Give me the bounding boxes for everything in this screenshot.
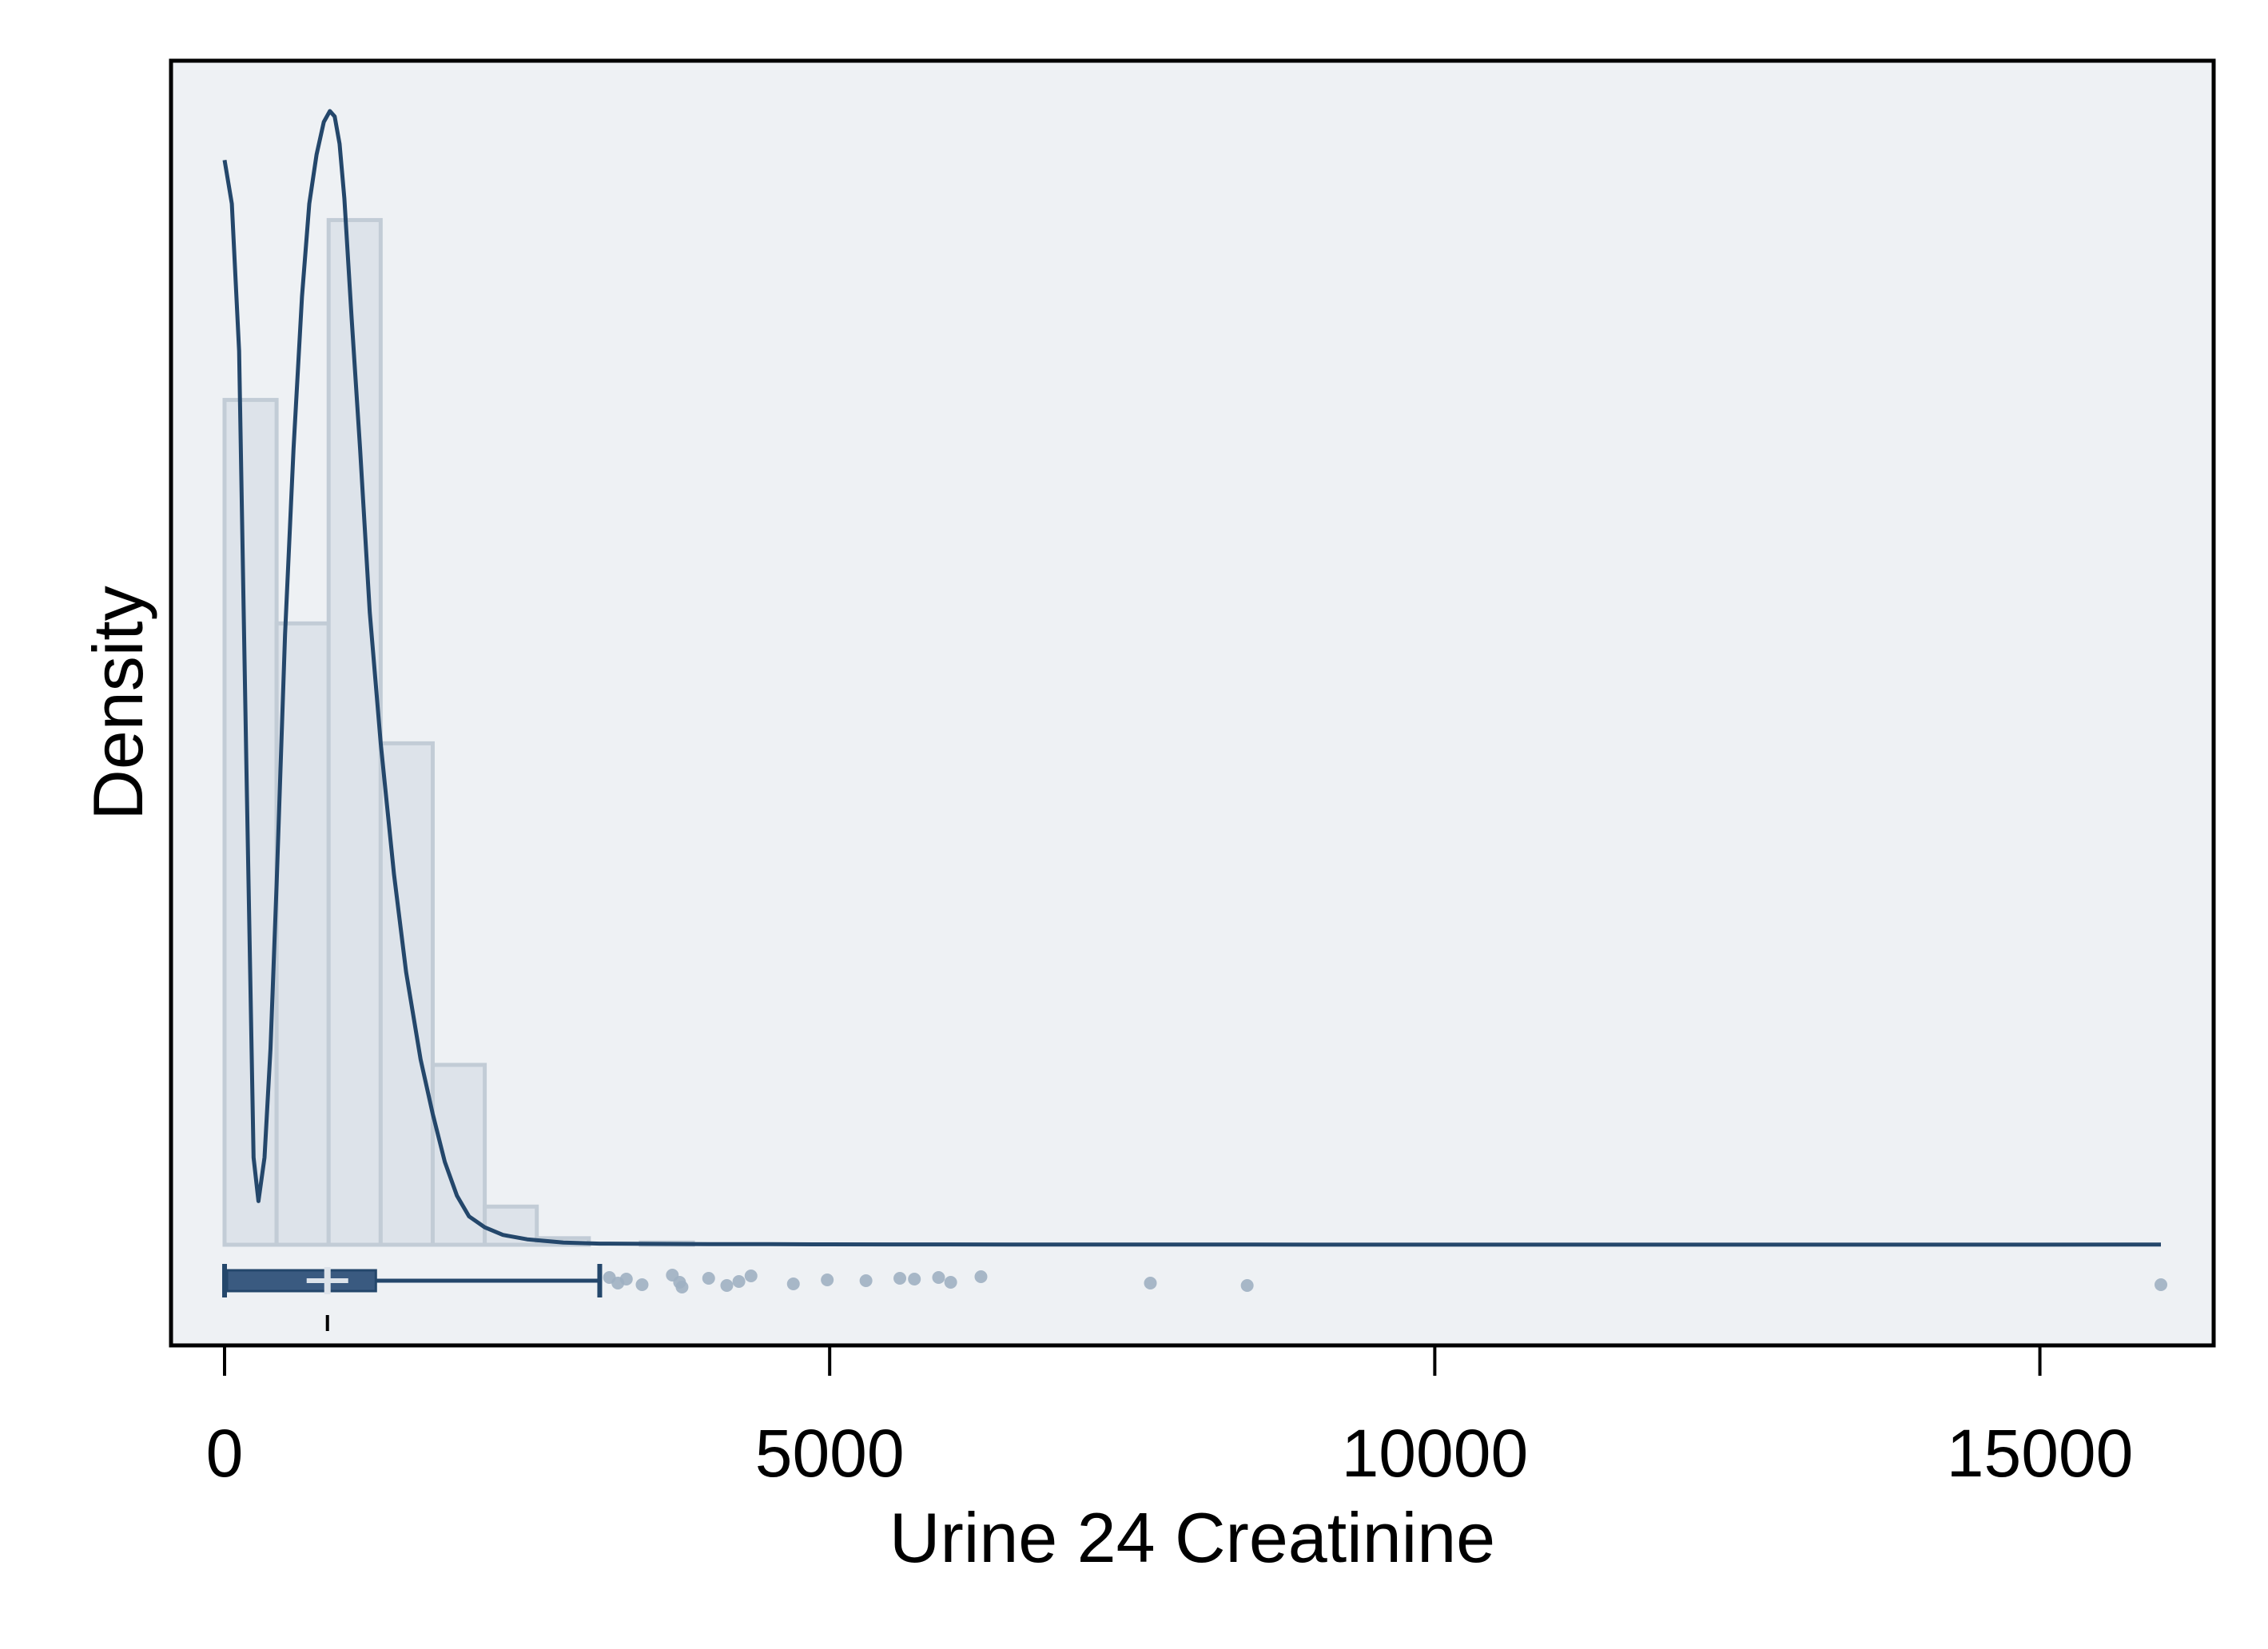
density-curve [222, 109, 2162, 1247]
boxplot-outlier-point [702, 1272, 715, 1285]
x-tick-label: 0 [206, 1416, 244, 1491]
x-axis-title: Urine 24 Creatinine [889, 1498, 1495, 1577]
boxplot-box [225, 1269, 377, 1293]
x-tick-label: 15000 [1947, 1416, 2134, 1491]
y-axis-title: Density [78, 586, 157, 820]
boxplot-outlier-point [732, 1275, 746, 1288]
boxplot-outlier-point [1144, 1277, 1157, 1289]
x-axis: 0 5000 10000 15000 [206, 1345, 2134, 1491]
x-tick-label: 10000 [1342, 1416, 1529, 1491]
boxplot-outlier-point [1240, 1279, 1254, 1292]
boxplot-outlier-point [893, 1272, 907, 1285]
boxplot-outlier-point [720, 1279, 734, 1292]
histogram-bar [274, 621, 331, 1247]
boxplot-outlier-point [932, 1271, 945, 1284]
boxplot-outlier-point [944, 1276, 957, 1289]
boxplot-outlier-point [974, 1270, 988, 1283]
density-curve-group [222, 109, 2162, 1247]
x-tick-label: 5000 [755, 1416, 905, 1491]
histogram-bar [430, 1063, 487, 1247]
boxplot-outlier-point [675, 1281, 689, 1293]
boxplot-outlier-point [2155, 1278, 2167, 1291]
boxplot-outlier-point [786, 1277, 800, 1290]
boxplot-outlier-point [821, 1274, 834, 1286]
boxplot-outlier-point [744, 1270, 758, 1282]
boxplot [222, 1264, 2167, 1331]
boxplot-outlier-point [859, 1274, 873, 1287]
boxplot-outlier-point [635, 1278, 649, 1291]
boxplot-outlier-point [908, 1273, 921, 1285]
histogram-bar [222, 398, 279, 1247]
boxplot-outlier-point [619, 1273, 633, 1285]
plot-area [169, 58, 2216, 1348]
